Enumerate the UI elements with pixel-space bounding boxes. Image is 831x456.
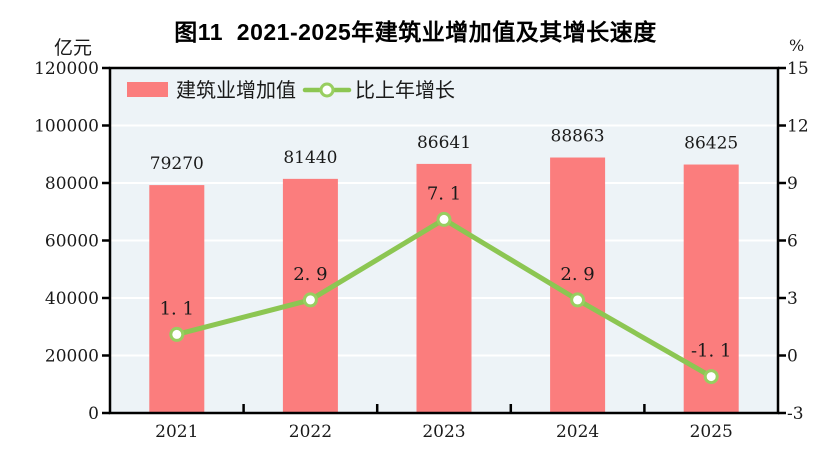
right-axis-unit-label: % (789, 36, 805, 55)
bar-value-label: 88863 (551, 127, 605, 147)
left-axis-tick-label: 0 (88, 404, 99, 424)
left-axis-tick-label: 60000 (45, 232, 99, 252)
x-axis-label-2025: 2025 (690, 422, 733, 442)
x-axis-label-2024: 2024 (556, 422, 599, 442)
bar-value-label: 81440 (283, 148, 337, 168)
line-value-label: 1. 1 (160, 298, 194, 319)
bar-value-label: 79270 (150, 154, 204, 174)
right-axis-tick-label: 12 (787, 117, 809, 137)
x-axis-label-2021: 2021 (155, 422, 198, 442)
bar-value-label: 86425 (684, 134, 738, 154)
x-axis-label-2022: 2022 (289, 422, 332, 442)
right-axis-tick-label: 0 (787, 347, 798, 367)
line-marker-2021 (169, 326, 185, 342)
line-value-label: 2. 9 (560, 264, 594, 285)
line-marker-2022 (302, 292, 318, 308)
bar-2021 (149, 185, 205, 413)
legend-line-label: 比上年增长 (355, 78, 455, 102)
left-axis-tick-label: 20000 (45, 347, 99, 367)
left-axis-unit-label: 亿元 (54, 37, 93, 59)
line-value-label: -1. 1 (691, 341, 731, 362)
line-marker-2023 (436, 211, 452, 227)
bar-2023 (416, 163, 472, 413)
right-axis-tick-label: 3 (787, 289, 798, 309)
left-axis-tick-label: 40000 (45, 289, 99, 309)
bar-2024 (550, 157, 606, 413)
right-axis-tick-label: -3 (787, 404, 804, 424)
line-marker-2024 (570, 292, 586, 308)
left-axis-tick-label: 80000 (45, 174, 99, 194)
line-marker-2025 (703, 369, 719, 385)
right-axis-tick-label: 9 (787, 174, 798, 194)
chart-title: 图11 2021-2025年建筑业增加值及其增长速度 (174, 19, 657, 45)
legend-bar-label: 建筑业增加值 (176, 78, 296, 102)
line-value-label: 7. 1 (427, 183, 461, 204)
left-axis-tick-label: 100000 (34, 117, 99, 137)
legend-line-marker-icon (319, 82, 335, 98)
line-value-label: 2. 9 (293, 264, 327, 285)
bar-value-label: 86641 (417, 133, 471, 153)
x-axis-label-2023: 2023 (422, 422, 465, 442)
legend-bar-swatch (127, 82, 168, 97)
right-axis-tick-label: 15 (787, 59, 809, 79)
left-axis-tick-label: 120000 (34, 59, 99, 79)
right-axis-tick-label: 6 (787, 232, 798, 252)
